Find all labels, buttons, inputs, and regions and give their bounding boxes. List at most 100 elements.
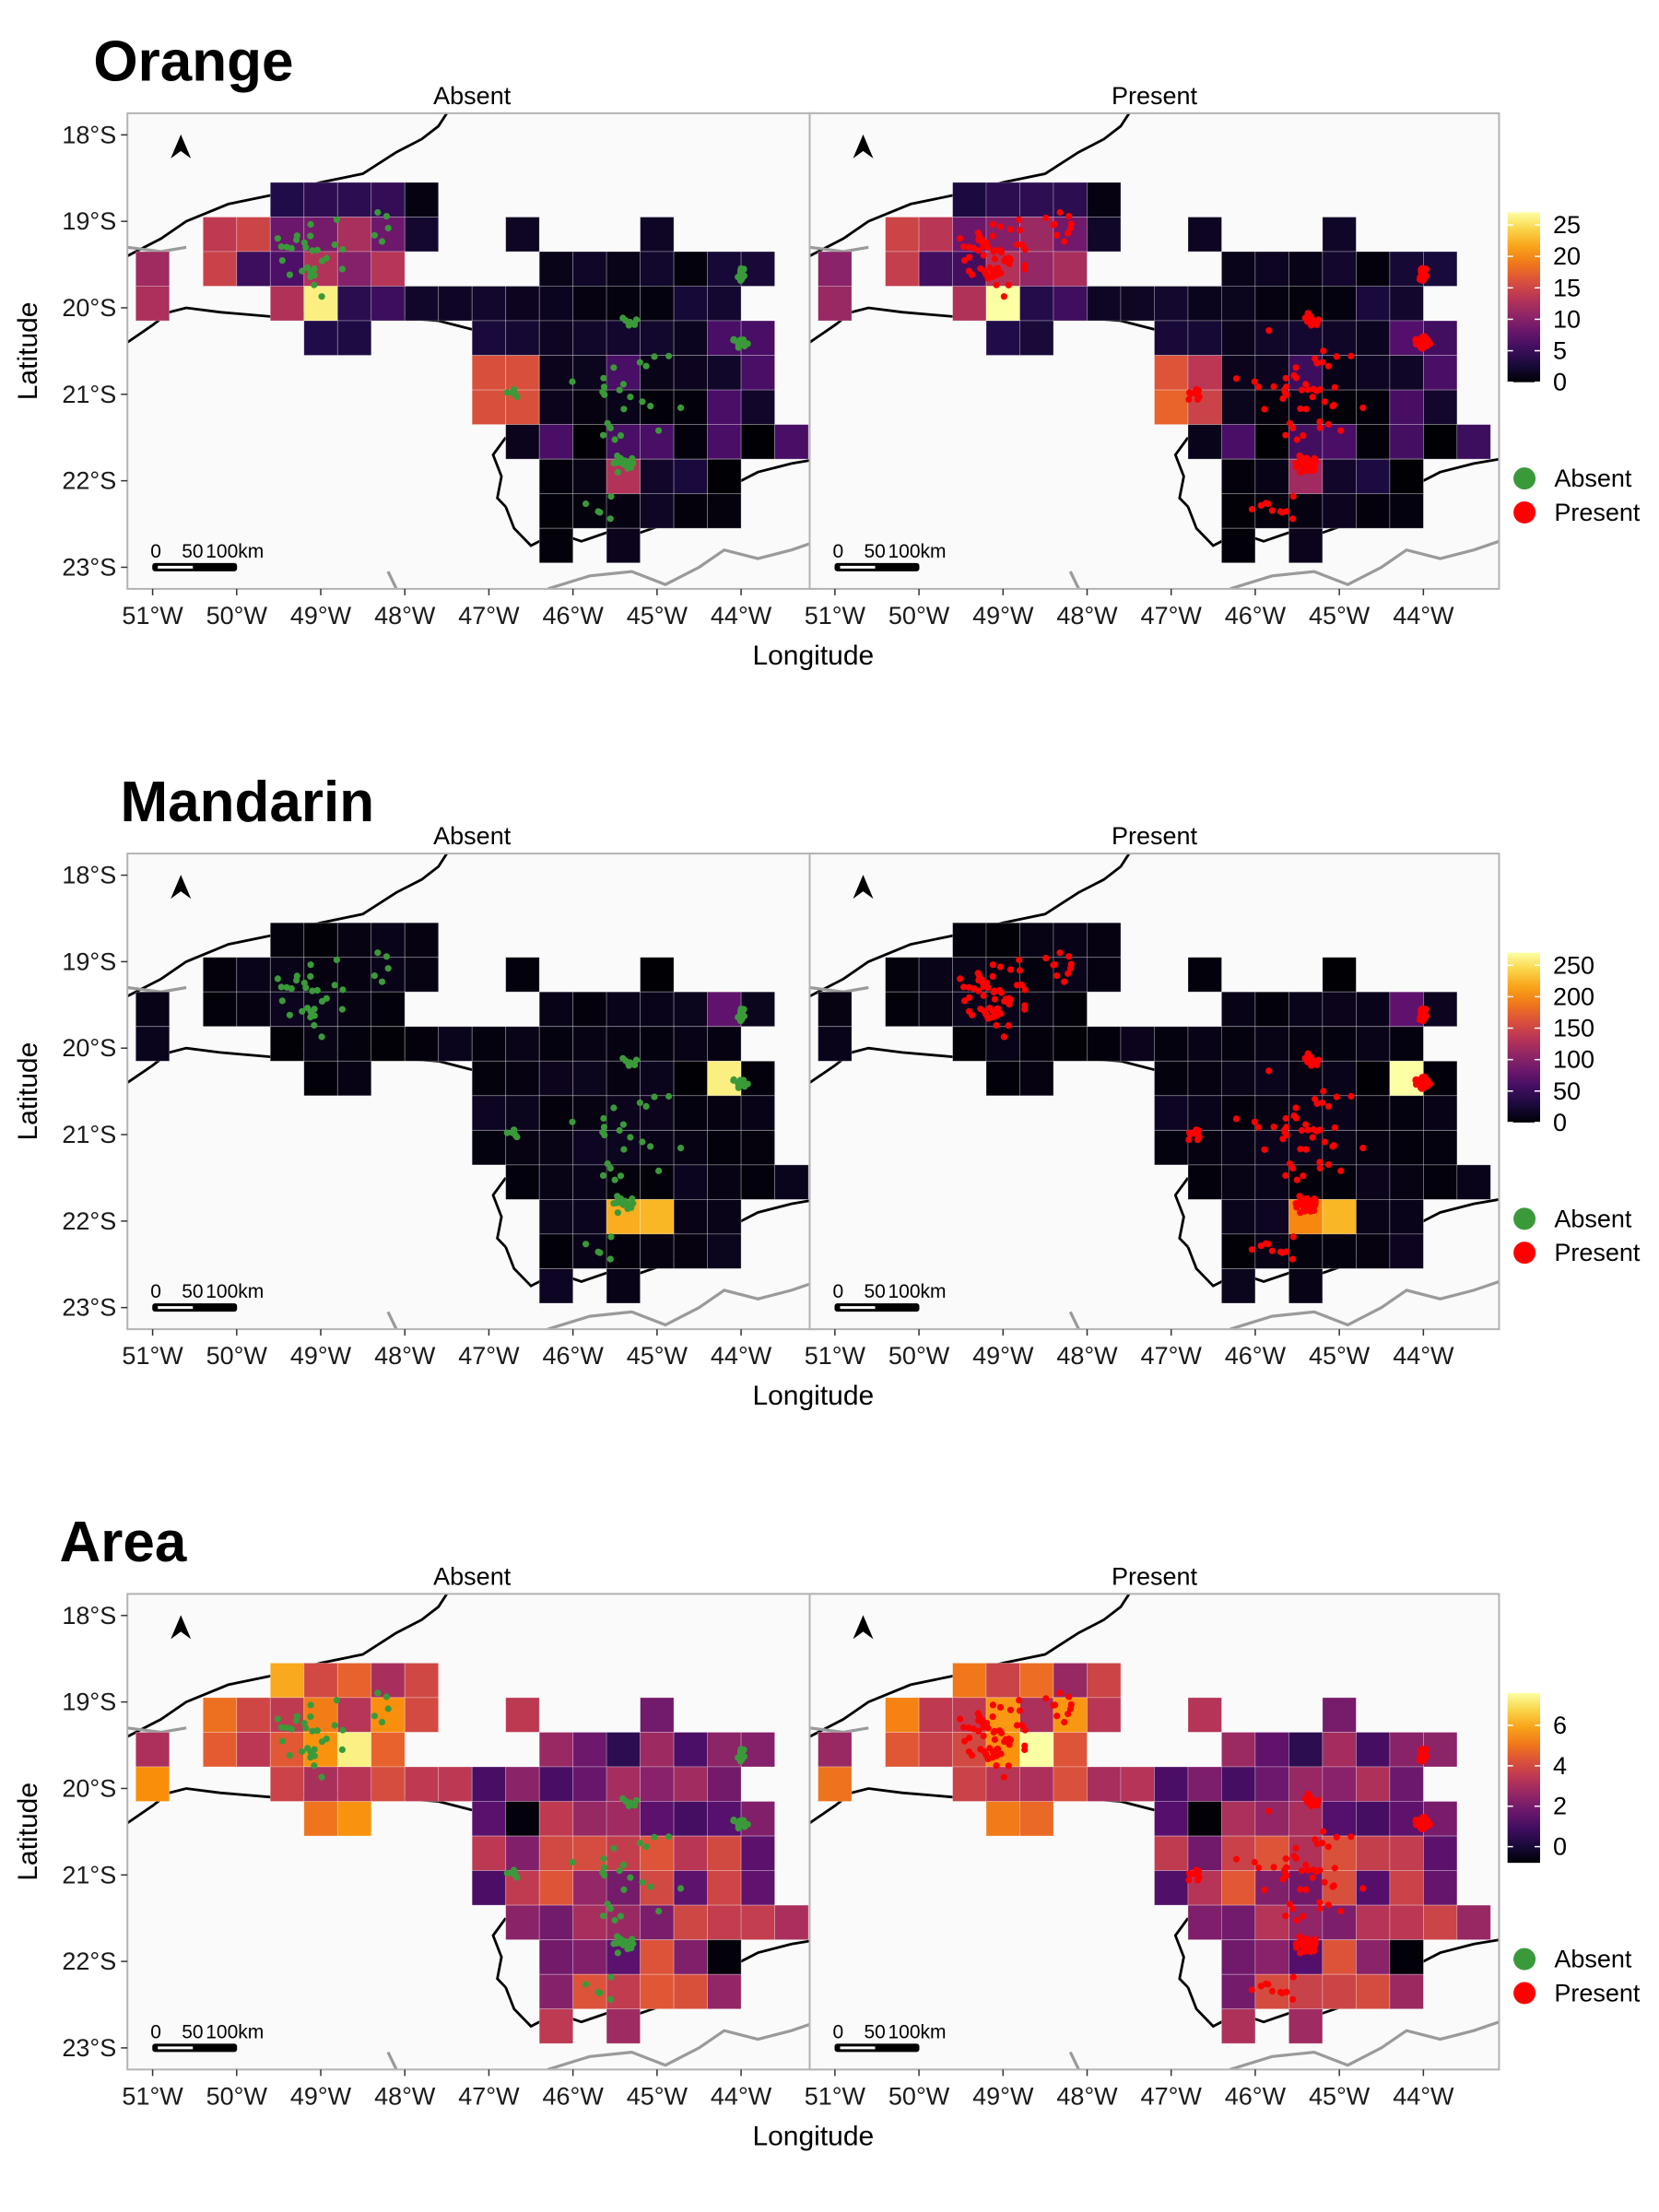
heat-cell bbox=[885, 1697, 920, 1733]
present-point bbox=[1324, 1901, 1332, 1909]
heat-cell bbox=[640, 286, 675, 322]
present-point bbox=[1005, 1022, 1012, 1030]
facet-label: Absent bbox=[433, 1562, 512, 1590]
present-point bbox=[1316, 1905, 1324, 1912]
present-point bbox=[980, 252, 987, 259]
absent-point bbox=[610, 364, 618, 371]
heat-cell bbox=[1254, 1801, 1289, 1837]
heat-cell bbox=[1356, 1233, 1391, 1269]
present-point bbox=[1312, 1095, 1319, 1103]
y-axis-title: Latitude bbox=[13, 302, 43, 401]
heat-cell bbox=[336, 1766, 372, 1802]
absent-point bbox=[286, 271, 293, 278]
present-point bbox=[1280, 1126, 1288, 1134]
heat-cell bbox=[404, 1697, 440, 1733]
present-point bbox=[1292, 1844, 1300, 1852]
heat-cell bbox=[1356, 493, 1391, 529]
absent-point bbox=[620, 1146, 628, 1153]
heat-cell bbox=[673, 1904, 708, 1941]
x-tick-label: 46°W bbox=[1225, 602, 1287, 629]
absent-point bbox=[599, 431, 607, 439]
absent-point bbox=[651, 1093, 658, 1100]
heat-cell bbox=[371, 286, 406, 322]
heat-cell bbox=[572, 1732, 607, 1768]
heat-cell bbox=[606, 991, 641, 1028]
absent-point bbox=[627, 1874, 634, 1881]
heat-cell bbox=[538, 2008, 574, 2044]
x-tick-label: 51°W bbox=[805, 602, 866, 629]
present-point bbox=[1232, 1855, 1241, 1863]
heat-cell bbox=[707, 1026, 742, 1062]
heat-cell bbox=[1356, 991, 1391, 1028]
present-point bbox=[1418, 265, 1425, 273]
present-point bbox=[1280, 386, 1288, 394]
absent-point bbox=[582, 500, 590, 508]
present-point bbox=[1065, 1711, 1072, 1718]
heat-cell bbox=[371, 991, 406, 1028]
x-tick-label: 45°W bbox=[627, 2082, 688, 2110]
absent-point bbox=[599, 1912, 607, 1920]
heat-cell bbox=[1019, 217, 1054, 253]
absent-point bbox=[307, 1701, 314, 1709]
heat-cell bbox=[1423, 1835, 1458, 1871]
heat-cell bbox=[640, 217, 675, 253]
x-tick-label: 48°W bbox=[1056, 1342, 1118, 1370]
heat-cell bbox=[336, 957, 372, 993]
heat-cell bbox=[1154, 1766, 1189, 1802]
present-point bbox=[1061, 238, 1068, 245]
present-point bbox=[1185, 1136, 1193, 1144]
present-point bbox=[1333, 353, 1340, 360]
heat-cell bbox=[135, 251, 171, 287]
present-point bbox=[1051, 961, 1059, 969]
heat-cell bbox=[1087, 1697, 1122, 1733]
y-tick-label: 22°S bbox=[62, 467, 116, 495]
heat-cell bbox=[1053, 1766, 1088, 1802]
present-point bbox=[1292, 364, 1300, 371]
present-point bbox=[1301, 1946, 1309, 1954]
point-legend: Absent Present bbox=[1513, 1205, 1641, 1266]
section-title: Mandarin bbox=[121, 771, 375, 834]
present-point bbox=[1268, 507, 1276, 514]
present-point bbox=[1297, 1886, 1304, 1893]
heat-cell bbox=[505, 355, 540, 391]
present-point bbox=[1324, 1161, 1332, 1169]
heat-cell bbox=[1187, 1697, 1222, 1733]
heat-cell bbox=[505, 1164, 540, 1200]
heat-cell bbox=[1154, 286, 1189, 322]
y-tick-label: 20°S bbox=[62, 1034, 116, 1062]
heat-cell bbox=[673, 493, 708, 529]
heat-cell bbox=[538, 355, 574, 391]
heat-cell bbox=[1322, 1939, 1357, 1975]
heat-cell bbox=[1322, 286, 1357, 322]
heat-cell bbox=[538, 424, 574, 460]
present-point bbox=[1347, 352, 1355, 359]
present-point bbox=[1053, 231, 1061, 239]
heat-cell bbox=[202, 991, 238, 1028]
legend-swatch bbox=[1513, 467, 1536, 490]
heat-cell bbox=[1389, 320, 1424, 356]
absent-point bbox=[286, 1011, 293, 1018]
absent-point bbox=[619, 1121, 628, 1128]
heat-cell bbox=[818, 251, 853, 287]
heat-cell bbox=[371, 217, 406, 253]
present-point bbox=[1251, 1118, 1258, 1125]
heat-cell bbox=[269, 182, 305, 218]
heat-cell bbox=[572, 389, 607, 426]
heat-cell bbox=[538, 1870, 574, 1906]
present-point bbox=[1321, 398, 1328, 406]
absent-point bbox=[628, 464, 635, 471]
heat-cell bbox=[404, 217, 440, 253]
heat-cell bbox=[1389, 1939, 1424, 1975]
y-tick-label: 19°S bbox=[62, 947, 116, 975]
absent-point bbox=[304, 1005, 312, 1012]
heat-cell bbox=[538, 1973, 574, 2010]
present-point bbox=[1304, 386, 1312, 394]
present-point bbox=[1359, 404, 1367, 411]
x-tick-label: 44°W bbox=[1393, 2082, 1454, 2110]
x-tick-label: 49°W bbox=[972, 1342, 1034, 1370]
absent-point bbox=[382, 213, 390, 220]
scale-bar-label: 100km bbox=[888, 1281, 946, 1302]
heat-cell bbox=[1053, 286, 1088, 322]
x-tick-label: 47°W bbox=[1141, 1342, 1203, 1370]
scale-bar-label: 50 bbox=[182, 2021, 203, 2042]
